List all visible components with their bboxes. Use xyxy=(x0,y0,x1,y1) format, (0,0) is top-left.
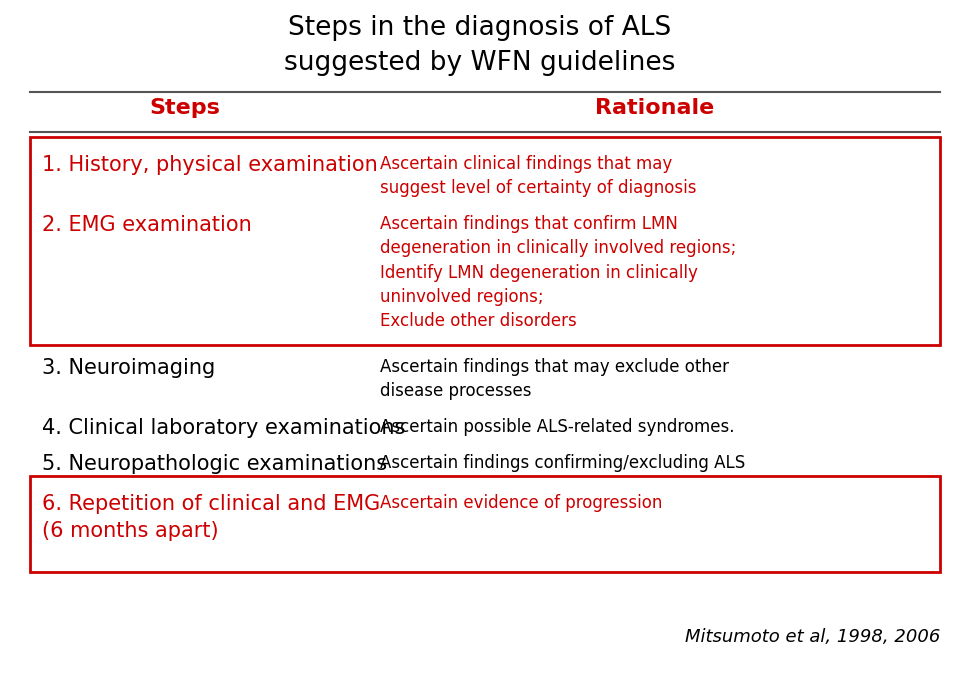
Text: 2. EMG examination: 2. EMG examination xyxy=(42,215,252,235)
Bar xyxy=(30,137,940,345)
Text: 4. Clinical laboratory examinations: 4. Clinical laboratory examinations xyxy=(42,418,405,438)
Text: 5. Neuropathologic examinations: 5. Neuropathologic examinations xyxy=(42,454,387,474)
Text: 6. Repetition of clinical and EMG
(6 months apart): 6. Repetition of clinical and EMG (6 mon… xyxy=(42,494,380,541)
Text: 3. Neuroimaging: 3. Neuroimaging xyxy=(42,358,215,378)
Text: Ascertain evidence of progression: Ascertain evidence of progression xyxy=(380,494,662,512)
Text: Ascertain clinical findings that may
suggest level of certainty of diagnosis: Ascertain clinical findings that may sug… xyxy=(380,155,697,197)
Text: Ascertain possible ALS-related syndromes.: Ascertain possible ALS-related syndromes… xyxy=(380,418,734,436)
Text: Steps in the diagnosis of ALS: Steps in the diagnosis of ALS xyxy=(288,15,672,41)
Bar xyxy=(30,476,940,572)
Text: Rationale: Rationale xyxy=(595,98,714,118)
Text: 1. History, physical examination: 1. History, physical examination xyxy=(42,155,377,175)
Text: suggested by WFN guidelines: suggested by WFN guidelines xyxy=(284,50,676,76)
Text: Ascertain findings confirming/excluding ALS: Ascertain findings confirming/excluding … xyxy=(380,454,745,472)
Text: Mitsumoto et al, 1998, 2006: Mitsumoto et al, 1998, 2006 xyxy=(684,628,940,646)
Text: Ascertain findings that confirm LMN
degeneration in clinically involved regions;: Ascertain findings that confirm LMN dege… xyxy=(380,215,736,330)
Text: Steps: Steps xyxy=(150,98,221,118)
Text: Ascertain findings that may exclude other
disease processes: Ascertain findings that may exclude othe… xyxy=(380,358,729,400)
